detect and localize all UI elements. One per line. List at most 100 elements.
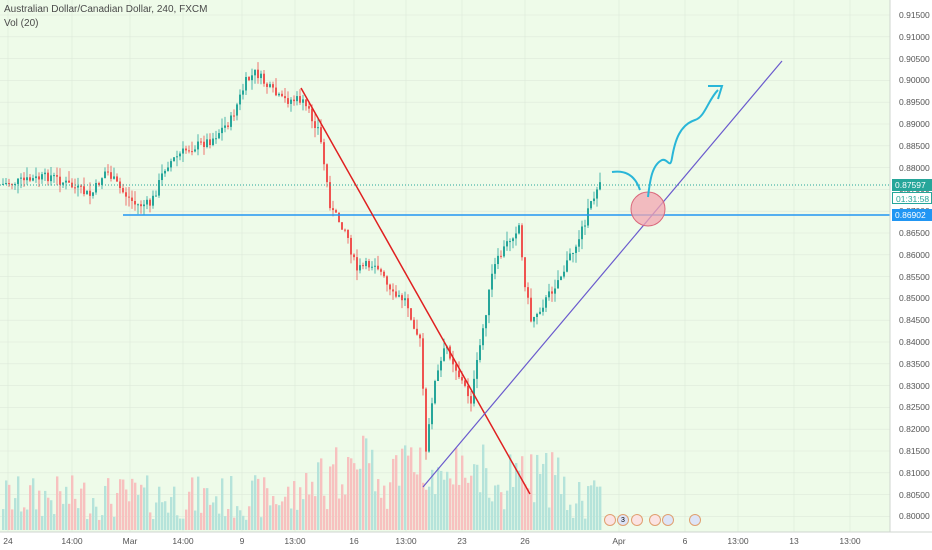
candle-body [305,99,307,107]
candle-body [518,225,520,234]
volume-indicator-label: Vol (20) [4,18,39,29]
volume-bar [458,484,461,530]
time-tick-label: 14:00 [61,536,83,546]
volume-bar [152,519,155,530]
candle-body [149,199,151,206]
volume-bar [110,503,113,530]
price-tick-label: 0.91500 [899,10,930,20]
candle-body [590,201,592,209]
price-tick-label: 0.91000 [899,31,930,42]
candle-body [287,98,289,104]
candle-body [398,295,400,297]
candle-body [476,359,478,379]
candle-body [557,280,559,289]
australia-flag-icon[interactable] [662,514,674,526]
volume-bar [290,508,293,530]
candle-body [428,424,430,452]
candle-body [548,291,550,298]
volume-bar [407,455,410,530]
volume-bar [251,480,254,530]
volume-bar [371,449,374,530]
volume-bar [419,447,422,530]
volume-bar [245,519,248,530]
candle-body [320,127,322,143]
volume-bar [320,458,323,530]
volume-bar [503,509,506,530]
candle-body [158,180,160,196]
volume-bar [224,516,227,530]
volume-bar [467,482,470,530]
time-tick-label: 26 [520,536,530,546]
volume-bar [344,494,347,530]
projection-arrow-left[interactable] [611,170,641,191]
volume-bar [149,512,152,530]
volume-bar [329,466,332,530]
canada-flag-icon[interactable] [649,514,661,526]
candle-body [143,204,145,207]
candle-body [395,291,397,297]
volume-bar [62,503,65,530]
candle-body [266,83,268,87]
candle-body [533,317,535,322]
candle-body [47,172,49,182]
candle-body [479,345,481,360]
candle-body [2,183,4,185]
volume-bar [593,480,596,530]
volume-bar [158,486,161,530]
volume-bar [446,471,449,530]
canada-flag-icon[interactable] [631,514,643,526]
volume-bar [254,475,257,530]
canada-flag-icon[interactable] [604,514,616,526]
candle-body [338,212,340,223]
uptrend-line[interactable] [422,60,783,488]
candle-body [503,246,505,257]
candle-body [131,197,133,201]
volume-bar [422,482,425,530]
candle-body [584,225,586,227]
volume-bar [323,495,326,530]
volume-bar [29,485,32,530]
volume-bar [596,486,599,530]
candle-body [431,403,433,425]
candle-body [371,266,373,268]
candle-body [230,115,232,127]
candle-body [326,164,328,183]
candle-body [419,334,421,339]
volume-bar [71,475,74,530]
candle-body [458,370,460,378]
volume-bar [578,482,581,530]
candle-body [65,180,67,183]
time-tick-label: 6 [682,536,688,546]
volume-bar [203,488,206,530]
price-tick-label: 0.84000 [899,337,930,347]
downtrend-line[interactable] [300,87,531,495]
candle-body [53,175,55,177]
candle-body [416,328,418,335]
symbol-title: Australian Dollar/Canadian Dollar, 240, … [4,4,208,15]
volume-bar [542,463,545,530]
volume-bar [260,517,263,530]
australia-flag-icon[interactable] [689,514,701,526]
candle-body [587,208,589,226]
candle-body [341,222,343,230]
time-tick-label: 23 [457,536,467,546]
volume-bar [140,484,143,530]
candle-body [422,338,424,389]
candle-body [173,157,175,162]
candle-body [188,150,190,152]
projection-arrow-right[interactable] [647,89,719,198]
candle-body [365,261,367,267]
volume-bar [572,517,575,530]
candle-body [470,396,472,404]
candle-body [497,255,499,265]
volume-bar [275,504,278,530]
price-tick-label: 0.81500 [899,446,930,456]
australia-flag-icon[interactable]: 3 [617,514,629,526]
volume-bar [59,491,62,530]
candle-body [440,360,442,371]
candle-body [524,257,526,288]
candle-body [5,183,7,185]
highlight-circle[interactable] [630,191,666,227]
